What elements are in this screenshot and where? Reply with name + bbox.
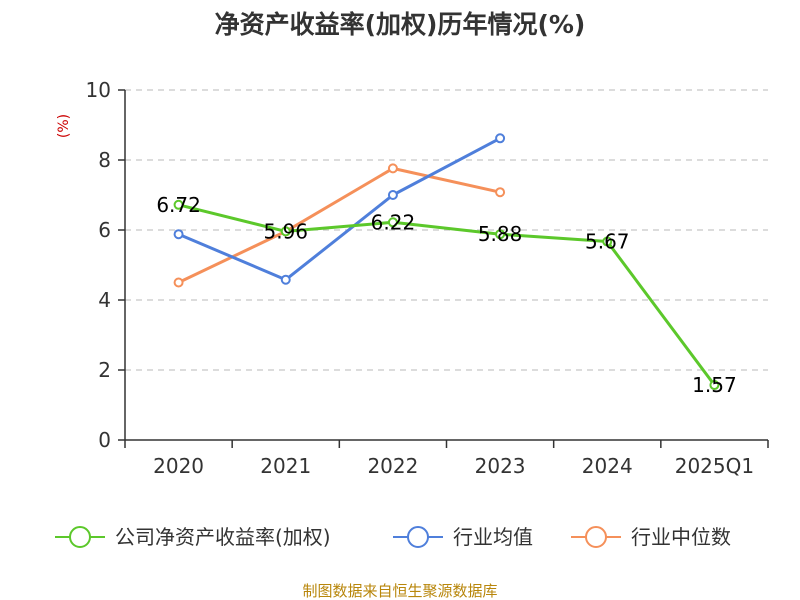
data-label: 6.22 bbox=[371, 210, 416, 234]
legend-marker bbox=[407, 526, 429, 548]
y-tick-label: 0 bbox=[98, 428, 111, 452]
legend-label: 公司净资产收益率(加权) bbox=[115, 525, 331, 549]
data-point-1 bbox=[173, 229, 184, 240]
data-point-2 bbox=[387, 163, 398, 174]
x-tick-label: 2025Q1 bbox=[675, 454, 754, 478]
data-point-2 bbox=[495, 187, 506, 198]
data-label: 1.57 bbox=[692, 373, 737, 397]
y-tick-label: 4 bbox=[98, 288, 111, 312]
data-label: 6.72 bbox=[156, 193, 201, 217]
chart-title: 净资产收益率(加权)历年情况(%) bbox=[215, 10, 586, 39]
y-axis-unit: (%) bbox=[56, 114, 72, 138]
x-tick-label: 2022 bbox=[367, 454, 418, 478]
data-point-2 bbox=[173, 277, 184, 288]
data-label: 5.96 bbox=[263, 219, 308, 243]
data-point-1 bbox=[387, 190, 398, 200]
y-tick-label: 6 bbox=[98, 218, 111, 242]
legend-marker bbox=[69, 526, 91, 548]
source-note: 制图数据来自恒生聚源数据库 bbox=[302, 582, 497, 600]
x-tick-label: 2023 bbox=[475, 454, 526, 478]
series-lines bbox=[173, 133, 720, 391]
series-line-1 bbox=[177, 136, 501, 282]
data-point-1 bbox=[280, 274, 291, 285]
data-point-0 bbox=[602, 236, 613, 247]
data-label: 5.67 bbox=[585, 230, 630, 254]
y-tick-label: 10 bbox=[86, 78, 111, 102]
legend-label: 行业中位数 bbox=[631, 525, 731, 549]
legend-item-0[interactable]: 公司净资产收益率(加权) bbox=[55, 525, 331, 549]
y-tick-label: 2 bbox=[98, 358, 111, 382]
data-point-0 bbox=[495, 229, 506, 240]
x-tick-label: 2024 bbox=[582, 454, 633, 478]
data-point-0 bbox=[280, 226, 291, 237]
series-line-0 bbox=[178, 203, 716, 386]
legend[interactable]: 公司净资产收益率(加权) 行业均值 行业中位数 bbox=[55, 525, 731, 549]
data-point-0 bbox=[709, 380, 720, 391]
legend-item-1[interactable]: 行业均值 bbox=[393, 525, 533, 549]
gridlines bbox=[125, 89, 768, 371]
data-label: 5.88 bbox=[478, 222, 523, 246]
data-point-1 bbox=[495, 133, 506, 144]
y-tick-label: 8 bbox=[98, 148, 111, 172]
x-tick-label: 2020 bbox=[153, 454, 204, 478]
legend-item-2[interactable]: 行业中位数 bbox=[571, 525, 731, 549]
legend-marker bbox=[585, 526, 607, 548]
data-point-0 bbox=[387, 217, 398, 228]
data-point-0 bbox=[173, 199, 184, 210]
data-labels: 6.72 5.96 6.22 5.88 5.67 1.57 bbox=[156, 193, 736, 397]
legend-label: 行业均值 bbox=[453, 525, 533, 549]
axes: 0 2 4 6 8 10 2020 2021 2022 2023 2024 2025Q1 bbox=[86, 78, 769, 478]
x-tick-label: 2021 bbox=[260, 454, 311, 478]
